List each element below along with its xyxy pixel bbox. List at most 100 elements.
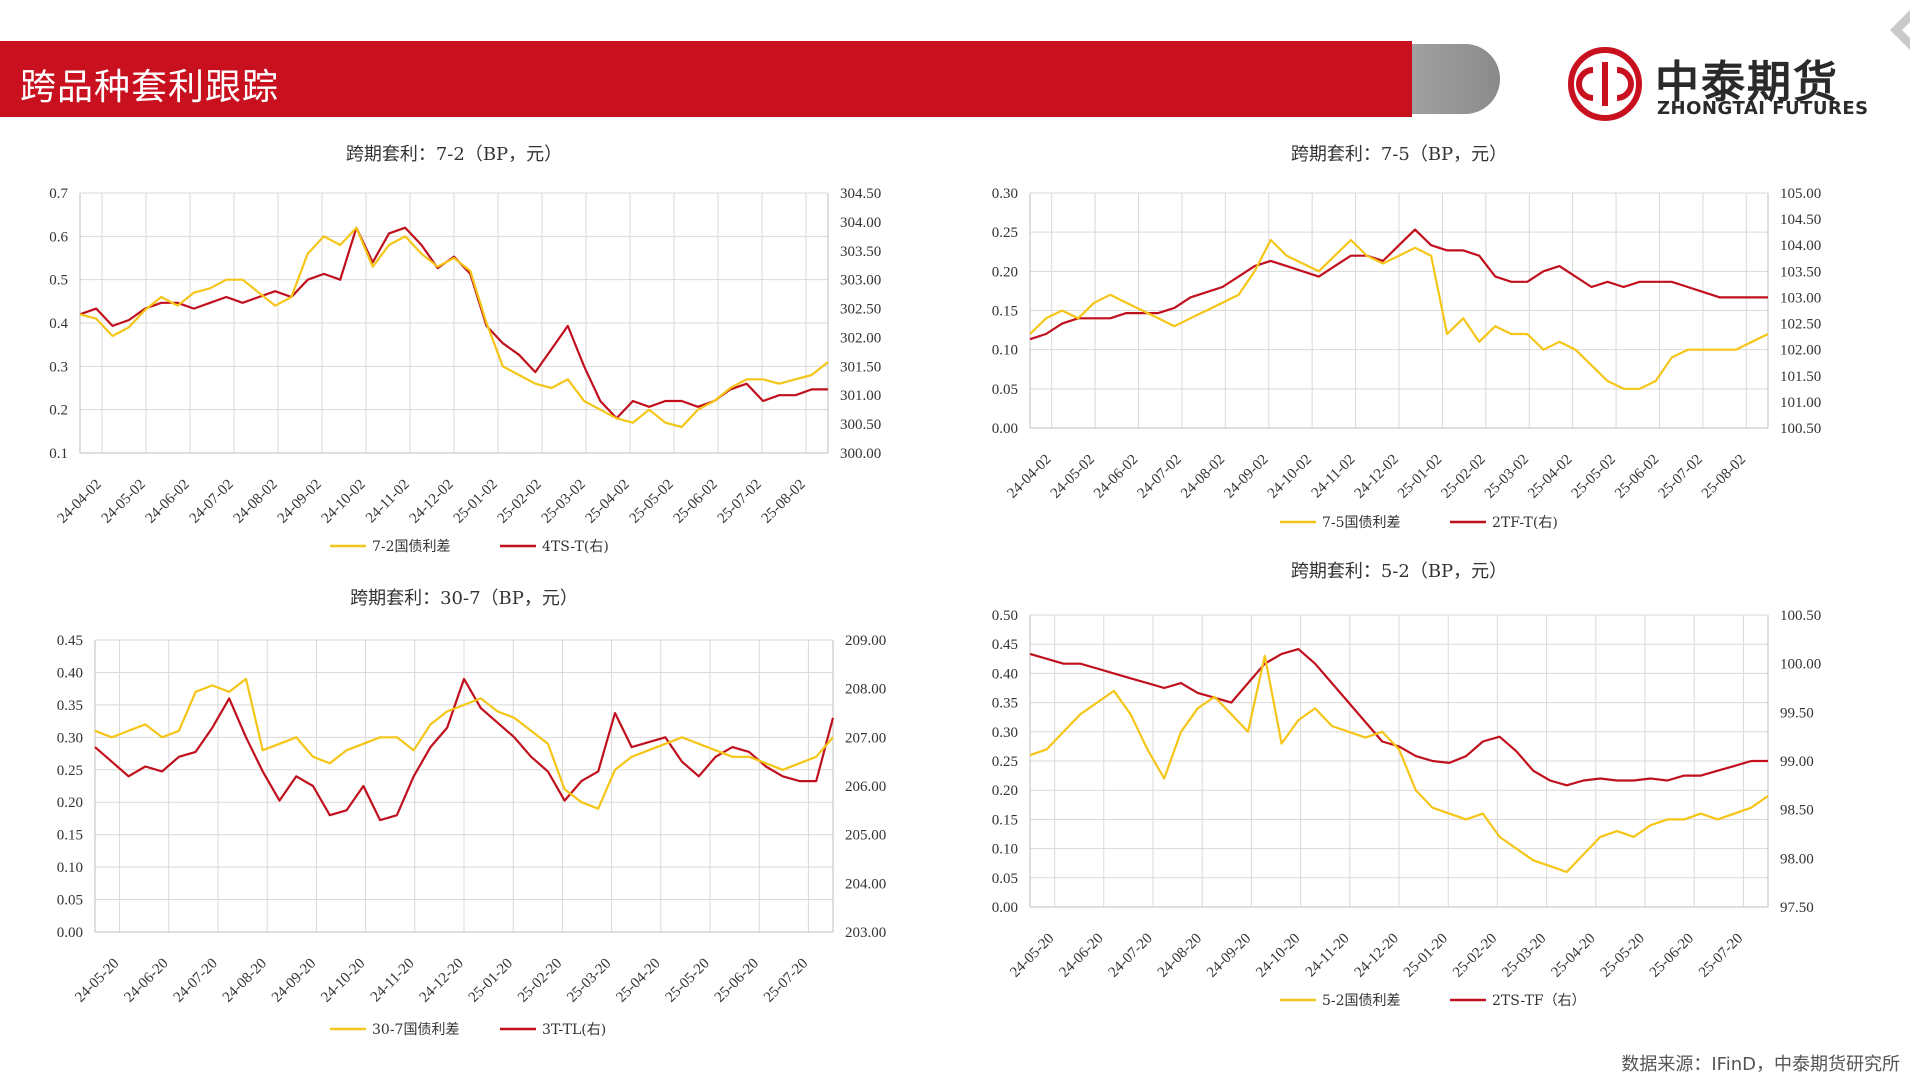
left-axis-tick: 0.20 <box>992 783 1018 799</box>
legend-label: 30-7国债利差 <box>372 1022 459 1038</box>
x-axis-tick: 25-05-20 <box>1598 931 1648 981</box>
right-axis-tick: 204.00 <box>845 876 886 892</box>
series-line-spread <box>94 677 834 810</box>
series-line-spread <box>1029 238 1769 390</box>
right-axis-tick: 304.00 <box>840 215 881 231</box>
right-axis-tick: 103.50 <box>1780 264 1821 280</box>
left-axis-tick: 0.45 <box>992 637 1018 653</box>
x-axis-tick: 25-05-02 <box>1569 452 1619 502</box>
right-axis-tick: 302.50 <box>840 302 881 318</box>
left-axis-tick: 0.15 <box>992 304 1018 320</box>
x-axis-tick: 25-02-20 <box>515 956 565 1006</box>
x-axis-tick: 25-05-02 <box>627 477 677 527</box>
x-axis-tick: 24-12-20 <box>417 956 467 1006</box>
logo-chinese-name: 中泰期货 <box>1655 57 1839 108</box>
left-axis-tick: 0.30 <box>57 730 83 746</box>
left-axis-tick: 0.05 <box>57 893 83 909</box>
x-axis-tick: 24-06-20 <box>1056 931 1106 981</box>
x-axis-tick: 25-07-20 <box>761 956 811 1006</box>
right-axis-tick: 303.50 <box>840 244 881 260</box>
right-axis-tick: 99.00 <box>1780 754 1814 770</box>
legend-label: 5-2国债利差 <box>1322 993 1401 1009</box>
x-axis-tick: 25-08-02 <box>759 477 809 527</box>
x-axis-tick: 24-07-02 <box>187 477 237 527</box>
right-axis-tick: 100.50 <box>1780 421 1821 437</box>
legend-label: 7-5国债利差 <box>1322 515 1401 531</box>
x-axis-tick: 24-09-02 <box>1221 452 1271 502</box>
legend-label: 7-2国债利差 <box>372 539 451 555</box>
x-axis-tick: 25-06-02 <box>671 477 721 527</box>
legend-label: 2TF-T(右) <box>1492 515 1558 531</box>
x-axis-tick: 25-04-02 <box>583 477 633 527</box>
chart-title: 跨期套利：7-5（BP，元） <box>1291 144 1507 165</box>
x-axis-tick: 24-11-02 <box>1309 452 1359 502</box>
chart-7-2: 跨期套利：7-2（BP，元） 0.7 0.6 0.5 0.4 0.3 0.2 0.1 304.5… <box>49 144 881 555</box>
right-axis-tick: 205.00 <box>845 828 886 844</box>
x-axis-tick: 24-11-02 <box>363 477 413 527</box>
right-axis-tick: 206.00 <box>845 779 886 795</box>
right-axis-tick: 301.50 <box>840 359 881 375</box>
x-axis-tick: 25-06-20 <box>712 956 762 1006</box>
series-line-basket <box>94 677 835 822</box>
series-line-spread <box>79 226 829 429</box>
x-axis-tick: 25-01-20 <box>1401 931 1451 981</box>
right-axis-tick: 304.50 <box>840 186 881 202</box>
x-axis-tick: 25-06-20 <box>1647 931 1697 981</box>
legend-label: 3T-TL(右) <box>542 1022 606 1038</box>
left-axis-tick: 0.6 <box>49 229 68 245</box>
x-axis-tick: 25-03-02 <box>539 477 589 527</box>
x-axis-tick: 24-08-20 <box>1155 931 1205 981</box>
right-axis-tick: 102.50 <box>1780 317 1821 333</box>
right-axis-tick: 303.00 <box>840 273 881 289</box>
series-line-basket <box>1029 647 1768 787</box>
left-axis-tick: 0.00 <box>992 900 1018 916</box>
company-logo: 中泰期货 ZHONGTAI FUTURES <box>1565 44 1895 124</box>
x-axis-tick: 25-07-20 <box>1696 931 1746 981</box>
left-axis-tick: 0.00 <box>57 925 83 941</box>
chevron-left-icon <box>1890 10 1910 50</box>
left-axis-tick: 0.30 <box>992 725 1018 741</box>
right-axis-tick: 207.00 <box>845 730 886 746</box>
right-axis-tick: 300.50 <box>840 417 881 433</box>
chart-title: 跨期套利：7-2（BP，元） <box>346 144 562 165</box>
x-axis-tick: 25-07-02 <box>1656 452 1706 502</box>
left-axis-tick: 0.7 <box>49 186 68 202</box>
left-axis-tick: 0.15 <box>57 828 83 844</box>
right-axis-tick: 103.00 <box>1780 290 1821 306</box>
left-axis-tick: 0.35 <box>57 698 83 714</box>
x-axis-tick: 25-01-02 <box>1395 452 1445 502</box>
left-axis-tick: 0.45 <box>57 633 83 649</box>
x-axis-tick: 24-10-02 <box>1265 452 1315 502</box>
x-axis-tick: 25-04-20 <box>1548 931 1598 981</box>
x-axis-tick: 24-12-02 <box>1352 452 1402 502</box>
right-axis-tick: 97.50 <box>1780 900 1814 916</box>
x-axis-tick: 24-12-20 <box>1352 931 1402 981</box>
x-axis-tick: 24-06-20 <box>121 956 171 1006</box>
right-axis-tick: 100.00 <box>1780 657 1821 673</box>
x-axis-tick: 25-03-02 <box>1482 452 1532 502</box>
left-axis-tick: 0.35 <box>992 696 1018 712</box>
x-axis-tick: 25-03-20 <box>1499 931 1549 981</box>
legend-label: 4TS-T(右) <box>542 539 609 555</box>
left-axis-tick: 0.3 <box>49 359 68 375</box>
x-axis-tick: 25-04-20 <box>613 956 663 1006</box>
x-axis-tick: 25-01-20 <box>466 956 516 1006</box>
right-axis-tick: 100.50 <box>1780 608 1821 624</box>
left-axis-tick: 0.30 <box>992 186 1018 202</box>
x-axis-tick: 25-05-20 <box>663 956 713 1006</box>
right-axis-tick: 105.00 <box>1780 186 1821 202</box>
x-axis-tick: 25-01-02 <box>451 477 501 527</box>
x-axis-tick: 24-08-20 <box>220 956 270 1006</box>
x-axis-tick: 25-02-02 <box>495 477 545 527</box>
x-axis-tick: 25-08-02 <box>1699 452 1749 502</box>
right-axis-tick: 101.00 <box>1780 395 1821 411</box>
left-axis-tick: 0.05 <box>992 871 1018 887</box>
right-axis-tick: 98.50 <box>1780 803 1814 819</box>
chart-title: 跨期套利：30-7（BP，元） <box>350 588 578 609</box>
right-axis-tick: 301.00 <box>840 388 881 404</box>
x-axis-tick: 25-06-02 <box>1612 452 1662 502</box>
x-axis-tick: 24-11-20 <box>1303 931 1353 981</box>
zhongtai-logo-icon <box>1568 47 1642 121</box>
x-axis-tick: 25-02-20 <box>1450 931 1500 981</box>
x-axis-tick: 24-05-20 <box>1007 931 1057 981</box>
